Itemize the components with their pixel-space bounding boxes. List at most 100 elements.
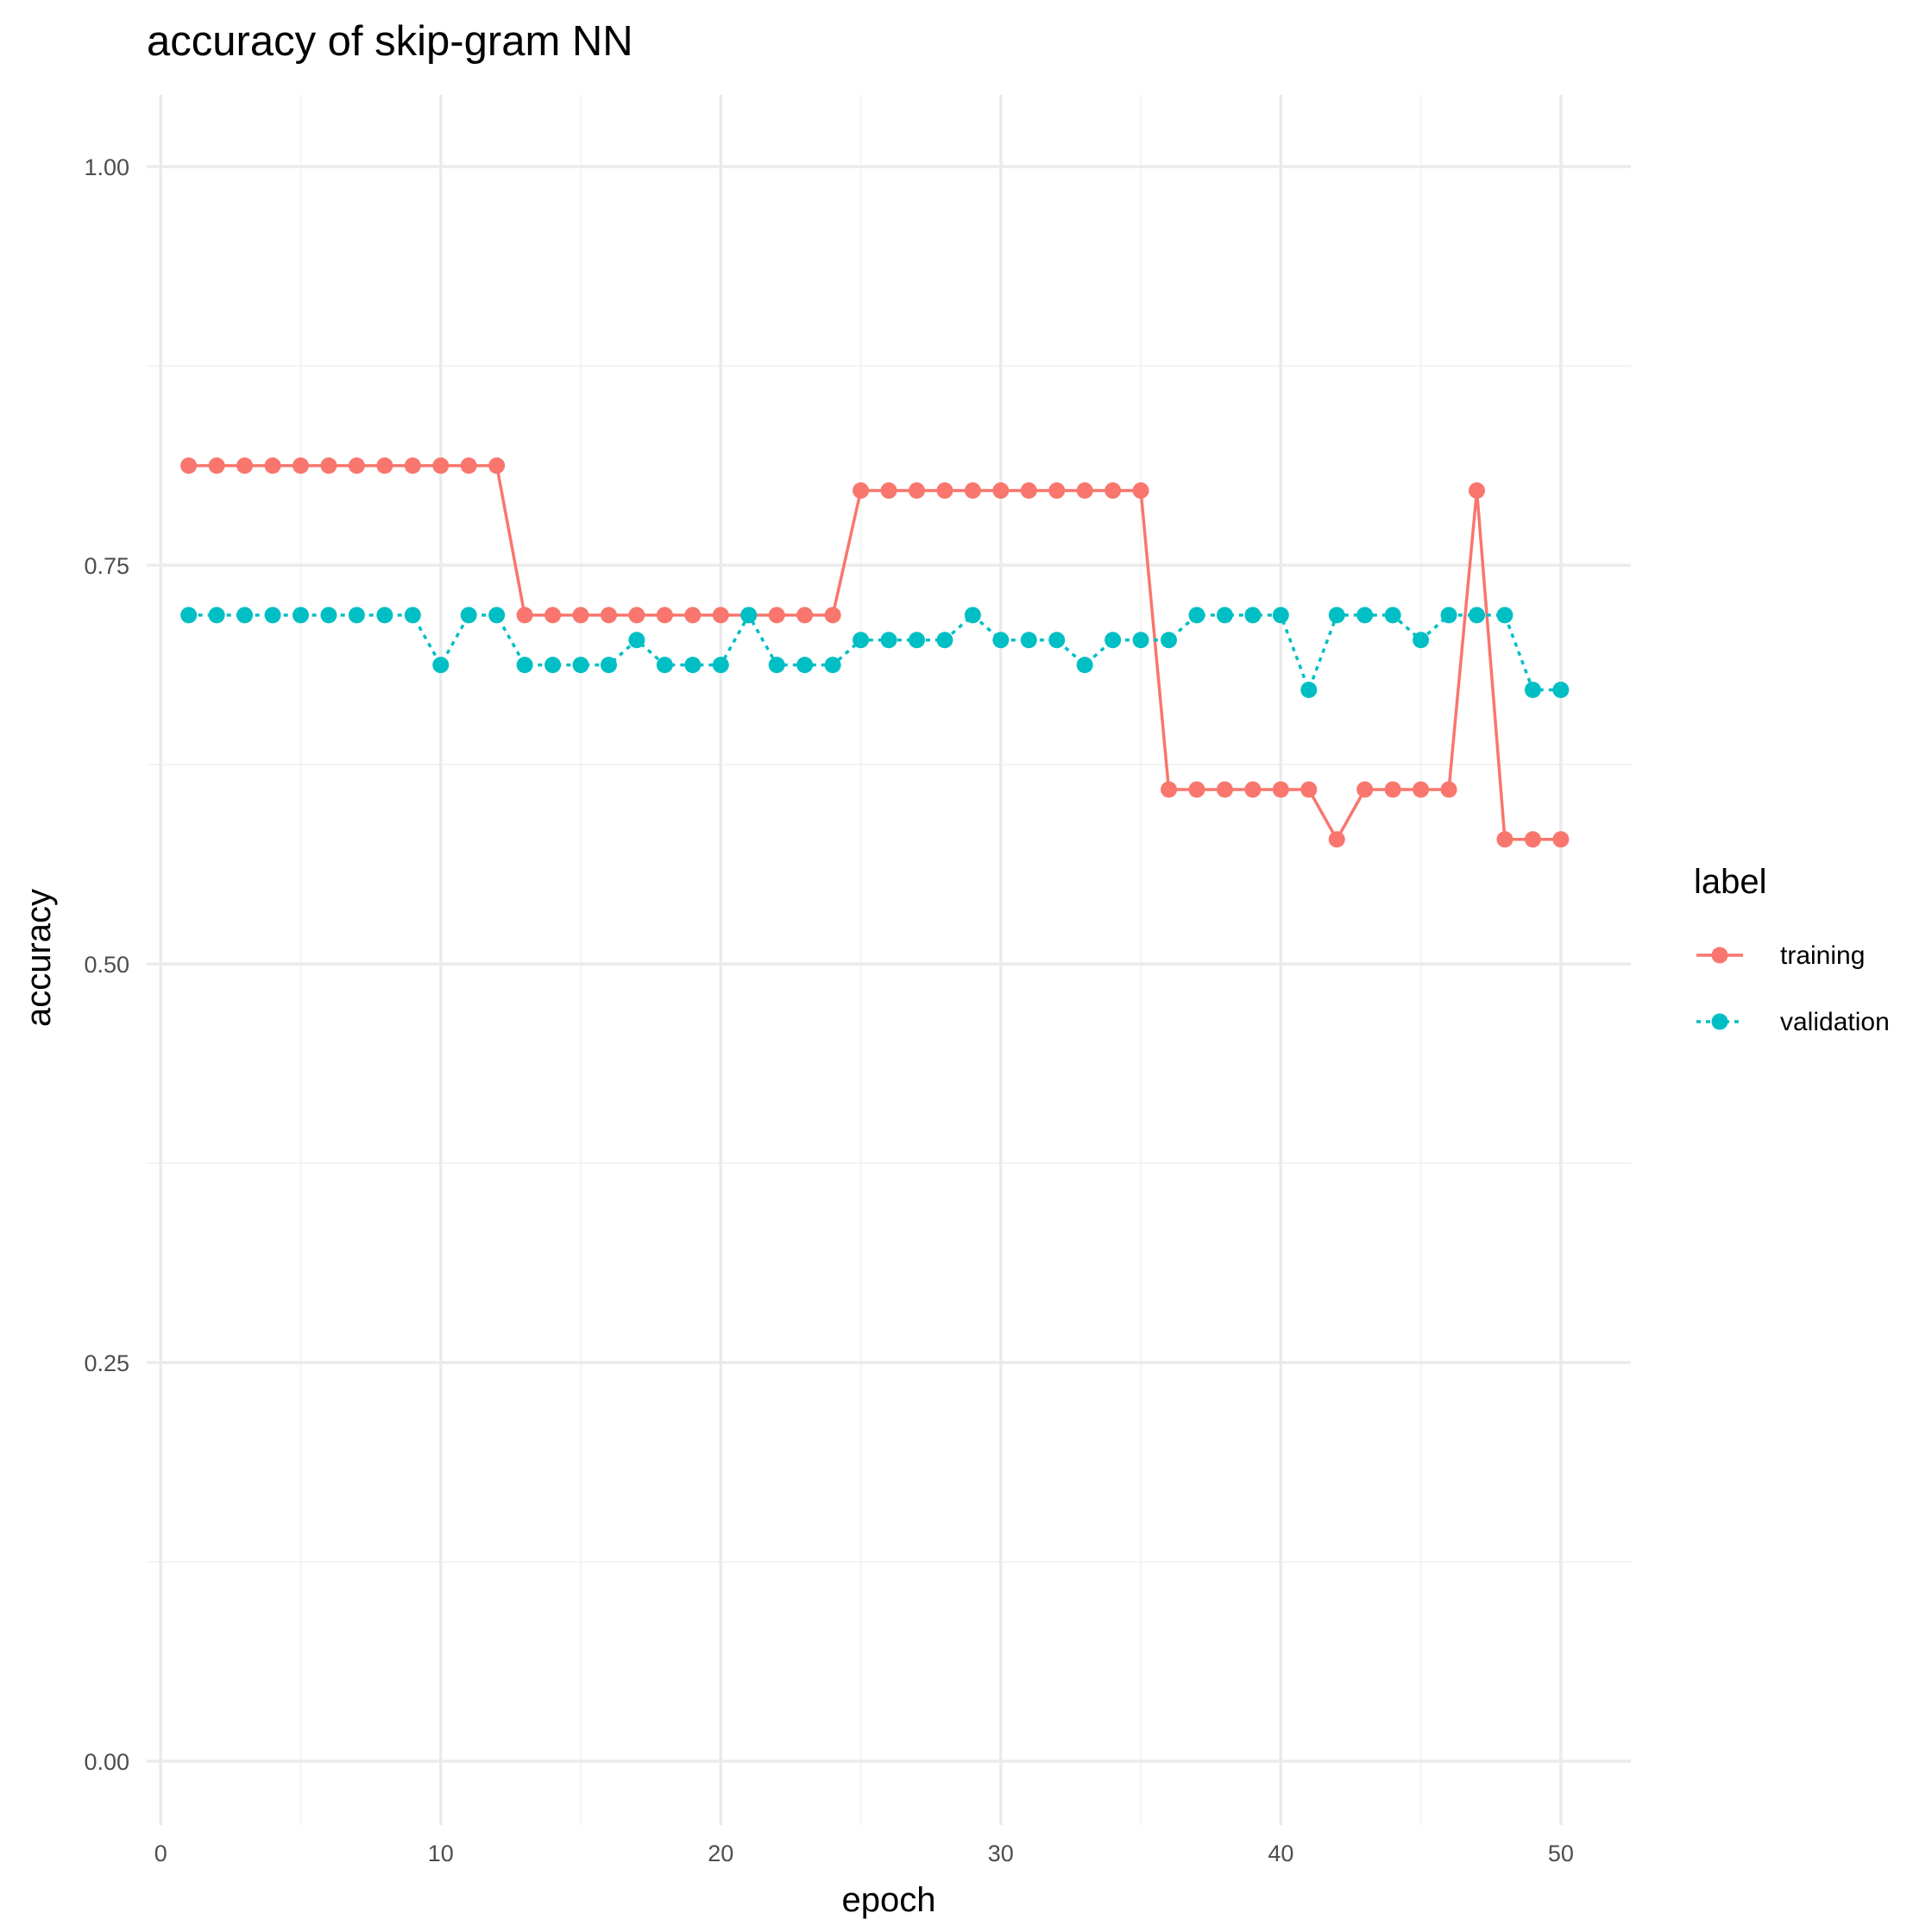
data-point-validation <box>1244 607 1262 624</box>
data-point-training <box>712 607 729 624</box>
y-tick-label: 1.00 <box>84 154 129 180</box>
data-point-training <box>768 607 785 624</box>
data-point-training <box>1161 781 1178 798</box>
data-point-validation <box>376 607 393 624</box>
data-point-validation <box>908 632 925 649</box>
data-point-training <box>600 607 617 624</box>
y-tick-label: 0.00 <box>84 1749 129 1775</box>
data-point-training <box>1188 781 1205 798</box>
data-point-training <box>264 457 281 475</box>
data-point-training <box>936 482 953 500</box>
chart-title: accuracy of skip-gram NN <box>147 18 633 65</box>
data-point-training <box>880 482 897 500</box>
data-point-validation <box>320 607 337 624</box>
data-point-training <box>824 607 841 624</box>
data-point-validation <box>1104 632 1122 649</box>
data-point-validation <box>936 632 953 649</box>
data-point-training <box>656 607 673 624</box>
data-point-validation <box>600 657 617 674</box>
data-point-validation <box>628 632 645 649</box>
data-point-training <box>853 482 870 500</box>
data-point-training <box>1496 831 1514 848</box>
y-axis-ticks: 0.00 0.25 0.50 0.75 1.00 <box>84 154 129 1775</box>
data-point-training <box>796 607 814 624</box>
data-point-training <box>488 457 506 475</box>
data-point-validation <box>964 607 981 624</box>
data-point-training <box>1076 482 1093 500</box>
data-point-training <box>1413 781 1430 798</box>
data-point-validation <box>1216 607 1233 624</box>
x-axis-title: epoch <box>842 1881 936 1919</box>
data-point-validation <box>460 607 477 624</box>
data-point-validation <box>236 607 254 624</box>
data-point-training <box>236 457 254 475</box>
legend-label-training: training <box>1780 941 1865 970</box>
legend: label training validation <box>1694 863 1890 1036</box>
data-point-validation <box>348 607 365 624</box>
data-point-validation <box>432 657 450 674</box>
data-point-training <box>628 607 645 624</box>
data-point-training <box>376 457 393 475</box>
data-point-validation <box>796 657 814 674</box>
data-point-validation <box>1132 632 1149 649</box>
data-point-training <box>1384 781 1401 798</box>
data-point-validation <box>684 657 702 674</box>
data-point-training <box>1048 482 1066 500</box>
data-point-training <box>1328 831 1345 848</box>
legend-key-point-training <box>1711 947 1728 964</box>
y-tick-label: 0.25 <box>84 1350 129 1376</box>
data-point-validation <box>1188 607 1205 624</box>
data-point-training <box>180 457 198 475</box>
y-tick-label: 0.75 <box>84 553 129 579</box>
x-tick-label: 0 <box>154 1841 167 1866</box>
data-point-validation <box>992 632 1010 649</box>
data-point-validation <box>404 607 421 624</box>
data-point-validation <box>824 657 841 674</box>
data-point-training <box>1272 781 1289 798</box>
data-point-training <box>404 457 421 475</box>
data-point-training <box>544 607 562 624</box>
data-point-validation <box>1076 657 1093 674</box>
data-point-training <box>1524 831 1541 848</box>
series-lines <box>188 463 1561 841</box>
data-point-training <box>292 457 309 475</box>
data-point-validation <box>768 657 785 674</box>
legend-title: label <box>1694 863 1767 901</box>
data-point-validation <box>1469 607 1486 624</box>
data-point-training <box>1440 781 1457 798</box>
plot-grid <box>147 95 1631 1825</box>
data-point-validation <box>488 607 506 624</box>
data-point-training <box>348 457 365 475</box>
data-point-validation <box>1161 632 1178 649</box>
data-point-validation <box>264 607 281 624</box>
series-line-validation <box>188 614 1561 692</box>
data-point-training <box>1356 781 1374 798</box>
data-point-validation <box>880 632 897 649</box>
legend-key-point-validation <box>1711 1013 1728 1030</box>
data-point-training <box>1020 482 1037 500</box>
data-point-training <box>208 457 225 475</box>
data-point-validation <box>1440 607 1457 624</box>
data-point-validation <box>1300 682 1318 699</box>
data-point-validation <box>1020 632 1037 649</box>
data-point-validation <box>1384 607 1401 624</box>
data-point-training <box>572 607 589 624</box>
x-tick-label: 50 <box>1548 1841 1574 1866</box>
data-point-validation <box>853 632 870 649</box>
data-point-training <box>432 457 450 475</box>
data-point-validation <box>1496 607 1514 624</box>
y-axis-title: accuracy <box>20 889 58 1027</box>
data-point-training <box>684 607 702 624</box>
data-point-training <box>320 457 337 475</box>
data-point-training <box>964 482 981 500</box>
data-point-training <box>516 607 533 624</box>
data-point-validation <box>656 657 673 674</box>
data-point-validation <box>572 657 589 674</box>
data-point-training <box>1552 831 1570 848</box>
data-point-validation <box>516 657 533 674</box>
data-point-validation <box>1272 607 1289 624</box>
data-point-validation <box>208 607 225 624</box>
x-tick-label: 10 <box>428 1841 454 1866</box>
y-tick-label: 0.50 <box>84 952 129 978</box>
